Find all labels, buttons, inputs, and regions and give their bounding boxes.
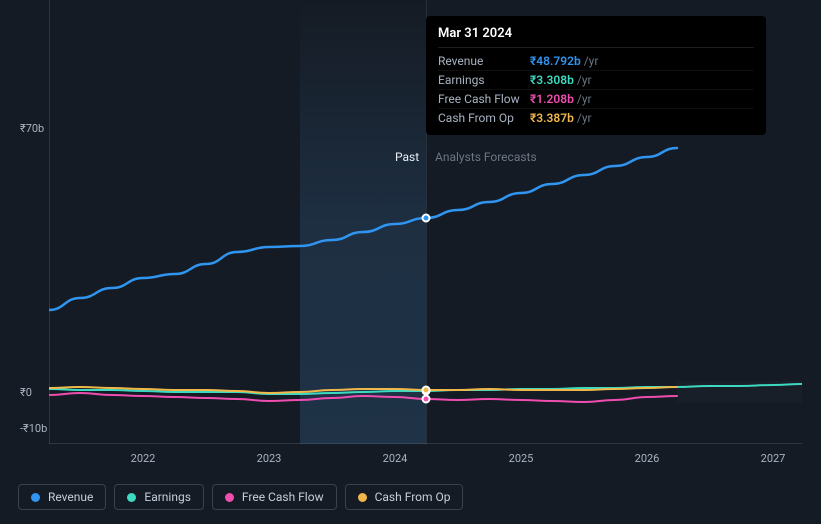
tooltip-rows: Revenue₹48.792b/yrEarnings₹3.308b/yrFree… — [438, 52, 754, 127]
tooltip-metric-label: Earnings — [438, 73, 530, 87]
tooltip-metric-label: Cash From Op — [438, 111, 530, 125]
tooltip-date: Mar 31 2024 — [438, 26, 754, 48]
x-tick-label: 2022 — [131, 452, 156, 465]
tooltip-unit: /yr — [577, 92, 592, 106]
legend-item-cfo[interactable]: Cash From Op — [345, 484, 464, 510]
tooltip-row: Free Cash Flow₹1.208b/yr — [438, 90, 754, 109]
marker-revenue — [422, 214, 431, 223]
marker-cfo — [422, 386, 431, 395]
legend-swatch — [127, 493, 136, 502]
x-tick-label: 2025 — [509, 452, 534, 465]
tooltip-row: Cash From Op₹3.387b/yr — [438, 109, 754, 127]
series-fcf — [49, 393, 677, 402]
legend-label: Revenue — [48, 490, 93, 504]
tooltip-metric-label: Revenue — [438, 54, 530, 68]
series-revenue — [49, 148, 677, 310]
x-tick-label: 2027 — [761, 452, 786, 465]
tooltip-metric-label: Free Cash Flow — [438, 92, 530, 106]
legend-item-earnings[interactable]: Earnings — [114, 484, 204, 510]
tooltip-metric-value: ₹3.308b — [530, 73, 574, 87]
chart-tooltip: Mar 31 2024 Revenue₹48.792b/yrEarnings₹3… — [426, 16, 766, 135]
legend-item-fcf[interactable]: Free Cash Flow — [212, 484, 337, 510]
y-tick-label: ₹70b — [20, 122, 44, 135]
legend-label: Earnings — [144, 490, 191, 504]
marker-fcf — [422, 395, 431, 404]
legend-item-revenue[interactable]: Revenue — [18, 484, 106, 510]
legend-label: Cash From Op — [375, 490, 451, 504]
legend-swatch — [225, 493, 234, 502]
tooltip-metric-value: ₹1.208b — [530, 92, 574, 106]
legend-swatch — [358, 493, 367, 502]
tooltip-unit: /yr — [577, 73, 592, 87]
tooltip-metric-value: ₹3.387b — [530, 111, 574, 125]
tooltip-row: Revenue₹48.792b/yr — [438, 52, 754, 71]
y-tick-label: ₹0 — [20, 386, 32, 399]
legend-swatch — [31, 493, 40, 502]
legend-label: Free Cash Flow — [242, 490, 324, 504]
tooltip-unit: /yr — [584, 54, 599, 68]
x-tick-label: 2026 — [635, 452, 660, 465]
chart-legend: Revenue Earnings Free Cash Flow Cash From O… — [18, 484, 463, 510]
tooltip-row: Earnings₹3.308b/yr — [438, 71, 754, 90]
x-tick-label: 2024 — [383, 452, 408, 465]
tooltip-unit: /yr — [577, 111, 592, 125]
y-tick-label: -₹10b — [20, 422, 47, 435]
tooltip-metric-value: ₹48.792b — [530, 54, 581, 68]
x-tick-label: 2023 — [257, 452, 282, 465]
